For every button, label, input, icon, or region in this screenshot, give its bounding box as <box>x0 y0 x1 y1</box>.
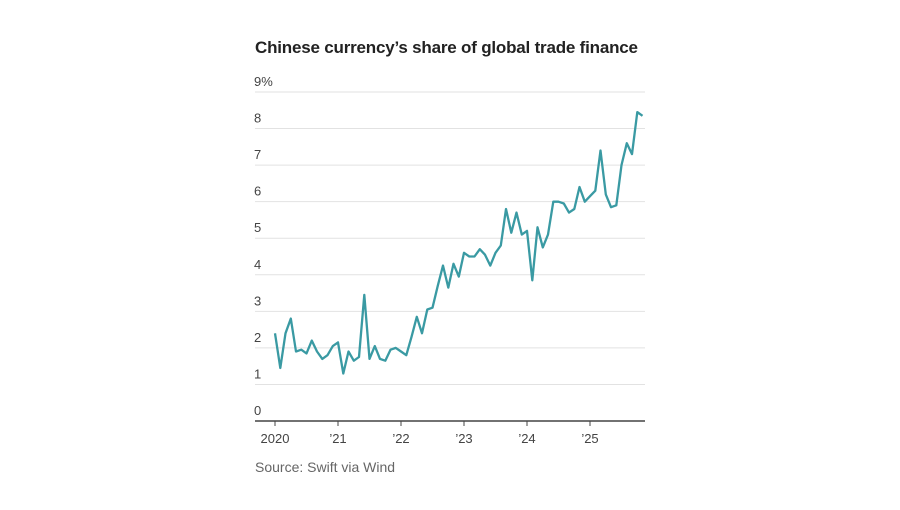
y-tick-label: 1 <box>254 366 261 381</box>
data-line <box>273 110 644 375</box>
chart-title: Chinese currency’s share of global trade… <box>255 38 638 57</box>
x-tick-label: ’25 <box>581 431 598 446</box>
x-tick-label: ’24 <box>518 431 535 446</box>
y-tick-label: 6 <box>254 184 261 199</box>
y-tick-label: 8 <box>254 111 261 126</box>
y-tick-label: 0 <box>254 403 261 418</box>
chart-source: Source: Swift via Wind <box>255 459 396 475</box>
x-tick-label: ’23 <box>455 431 472 446</box>
x-tick-label: ’21 <box>329 431 346 446</box>
y-tick-label: 7 <box>254 147 261 162</box>
y-tick-label: 5 <box>254 220 261 235</box>
y-tick-label: 4 <box>254 257 261 272</box>
x-tick-label: 2020 <box>261 431 290 446</box>
y-tick-label: 3 <box>254 293 261 308</box>
x-tick-label: ’22 <box>392 431 409 446</box>
y-tick-label: 9% <box>254 74 273 89</box>
y-tick-label: 2 <box>254 330 261 345</box>
